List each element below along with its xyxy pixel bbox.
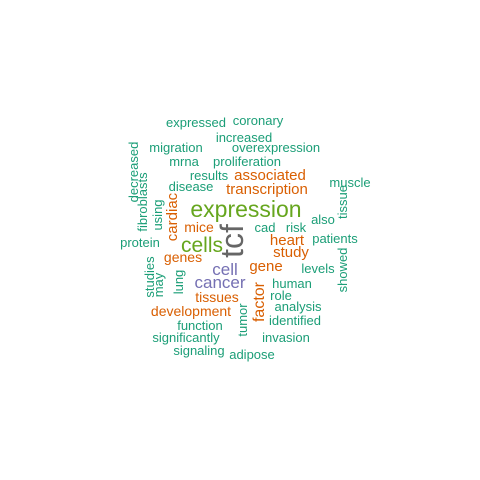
cloud-word: coronary — [233, 113, 284, 128]
cloud-word: fibroblasts — [135, 172, 150, 232]
cloud-word: cell — [212, 260, 238, 279]
cloud-word: mrna — [169, 154, 199, 169]
cloud-word: migration — [149, 140, 202, 155]
cloud-word: proliferation — [213, 154, 281, 169]
cloud-word: patients — [312, 231, 358, 246]
cloud-word: adipose — [229, 347, 275, 362]
cloud-word: function — [177, 318, 223, 333]
cloud-word: expression — [190, 196, 301, 222]
cloud-word: using — [150, 199, 165, 230]
cloud-word: invasion — [262, 330, 310, 345]
cloud-word: overexpression — [232, 140, 320, 155]
cloud-word: tissues — [195, 289, 239, 305]
cloud-word: heart — [270, 232, 305, 249]
cloud-word: significantly — [152, 330, 220, 345]
cloud-word: muscle — [329, 175, 370, 190]
cloud-word: human — [272, 276, 312, 291]
cloud-word: genes — [164, 249, 202, 265]
cloud-word: signaling — [173, 343, 224, 358]
cloud-word: levels — [301, 261, 335, 276]
cloud-word: analysis — [275, 299, 322, 314]
cloud-word: role — [270, 288, 292, 303]
cloud-word: mice — [184, 219, 214, 235]
cloud-word: tumor — [235, 303, 250, 337]
cloud-word: development — [151, 303, 231, 319]
cloud-word: also — [311, 212, 335, 227]
cloud-word: protein — [120, 235, 160, 250]
cloud-word: tcf — [214, 224, 250, 258]
cloud-word: cardiac — [164, 192, 181, 241]
cloud-word: results — [190, 168, 229, 183]
cloud-word: cad — [255, 220, 276, 235]
cloud-word: gene — [249, 258, 282, 275]
cloud-word: tissue — [335, 185, 350, 219]
cloud-word: may — [151, 272, 166, 297]
cloud-word: increased — [216, 130, 272, 145]
cloud-word: transcription — [226, 181, 308, 198]
cloud-word: expressed — [166, 115, 226, 130]
cloud-word: cancer — [194, 273, 245, 292]
cloud-word: decreased — [126, 142, 141, 203]
cloud-word: associated — [234, 167, 306, 184]
cloud-word: factor — [251, 281, 268, 322]
cloud-word: lung — [171, 270, 186, 295]
cloud-word: showed — [335, 248, 350, 293]
cloud-word: risk — [286, 220, 307, 235]
cloud-word: identified — [269, 313, 321, 328]
cloud-word: studies — [142, 256, 157, 298]
cloud-word: cells — [181, 234, 223, 257]
cloud-word: disease — [169, 179, 214, 194]
cloud-word: study — [273, 244, 309, 261]
